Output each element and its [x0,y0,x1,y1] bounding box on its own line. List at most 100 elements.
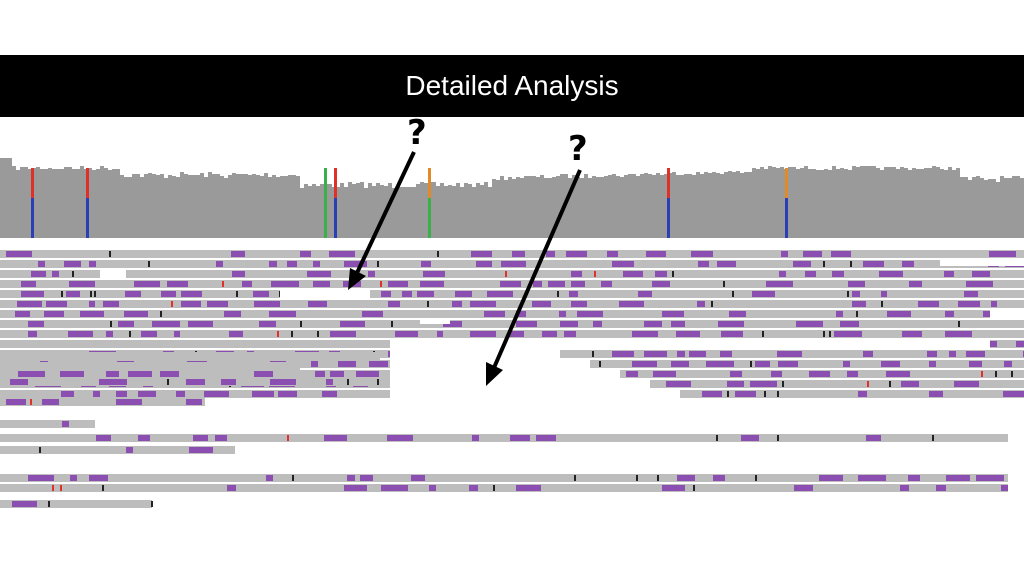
mismatch-block [381,291,391,297]
mismatch-block [671,321,685,327]
mismatch-base [277,331,279,337]
mismatch-block [124,311,148,317]
mismatch-block [12,501,37,507]
coverage-bar [624,175,628,238]
aligned-read [0,500,152,508]
mismatch-base [72,271,74,277]
mismatch-block [1004,361,1012,367]
mismatch-block [766,281,793,287]
aligned-read [0,420,95,428]
coverage-bar [100,166,104,238]
coverage-bar [40,169,44,238]
coverage-bar [464,183,468,238]
mismatch-block [167,281,188,287]
mismatch-block [516,485,541,491]
coverage-bar [944,170,948,238]
coverage-bar [112,169,116,238]
coverage-bar [60,169,64,238]
coverage-bar [544,178,548,238]
coverage-bar [528,176,532,238]
aligned-read [0,446,235,454]
coverage-bar [856,167,860,238]
coverage-bar [296,176,300,238]
coverage-bar [240,174,244,238]
mismatch-block [204,391,229,397]
mismatch-block [89,301,95,307]
coverage-bar [740,173,744,238]
mismatch-block [626,371,638,377]
coverage-bar [988,179,992,238]
mismatch-base [657,475,659,481]
coverage-bar [164,178,168,238]
coverage-bar [744,172,748,238]
mismatch-block [730,371,742,377]
mismatch-base [292,475,294,481]
mismatch-base [750,361,752,367]
mismatch-base [823,331,825,337]
mismatch-block [89,261,96,267]
mismatch-block [311,361,318,367]
coverage-bar [504,180,508,238]
aligned-read [0,300,1024,308]
mismatch-base [995,371,997,377]
mismatch-block [118,321,134,327]
mismatch-block [66,291,80,297]
mismatch-block [697,301,705,307]
mismatch-base [932,435,934,441]
coverage-bar [212,174,216,238]
mismatch-block [411,475,425,481]
coverage-bar [524,176,528,238]
coverage-bar [588,178,592,238]
coverage-bar [336,187,340,238]
mismatch-block [271,281,299,287]
coverage-bar [968,180,972,238]
coverage-bar [680,175,684,238]
mismatch-block [126,447,133,453]
mismatch-block [338,361,356,367]
mismatch-block [10,379,28,385]
mismatch-block [779,271,786,277]
mismatch-block [721,331,743,337]
mismatch-block [832,271,844,277]
coverage-bar [300,188,304,238]
coverage-bar [200,173,204,238]
coverage-bar [216,174,220,238]
coverage-bar [652,175,656,238]
mismatch-block [38,261,45,267]
coverage-bar [916,169,920,238]
read-gap [940,258,1024,266]
coverage-bar [4,158,8,238]
coverage-bar [104,168,108,238]
mismatch-base [981,371,983,377]
mismatch-block [116,399,142,405]
arrow-line-right [491,169,582,371]
coverage-bar [804,166,808,238]
coverage-bar [236,174,240,238]
mismatch-base [30,399,32,405]
coverage-bar [536,177,540,238]
mismatch-block [966,351,985,357]
mismatch-block [848,281,865,287]
mismatch-base [672,271,674,277]
mismatch-block [93,391,100,397]
mismatch-block [387,435,413,441]
mismatch-base [148,261,150,267]
coverage-bar [0,158,4,238]
coverage-bar [456,183,460,238]
coverage-bar [828,170,832,238]
mismatch-base [377,379,379,385]
mismatch-block [68,331,93,337]
coverage-bar [20,167,24,238]
mismatch-block [484,311,505,317]
coverage-bar [380,185,384,238]
coverage-bar [872,166,876,238]
coverage-bar [220,176,224,238]
coverage-bar [752,168,756,238]
mismatch-base [755,475,757,481]
mismatch-base [160,311,162,317]
mismatch-block [532,301,551,307]
mismatch-block [512,251,525,257]
mismatch-block [106,331,113,337]
coverage-bar [920,169,924,238]
mismatch-block [96,435,111,441]
